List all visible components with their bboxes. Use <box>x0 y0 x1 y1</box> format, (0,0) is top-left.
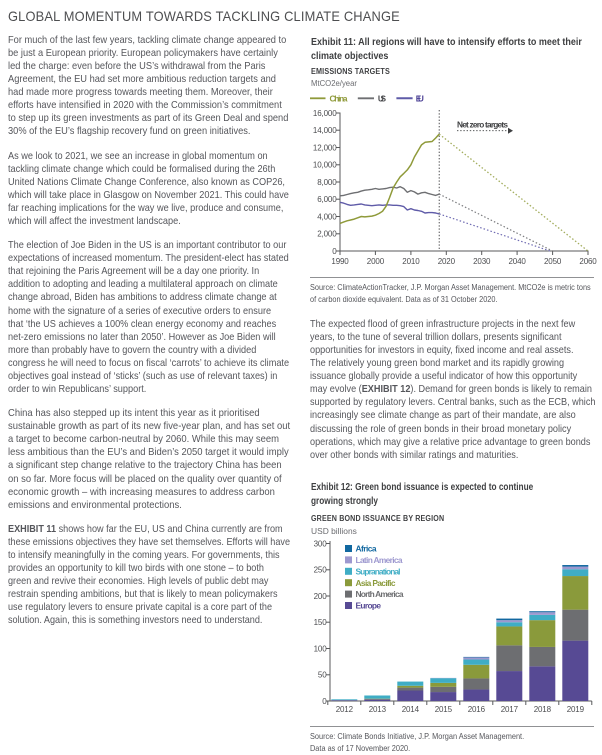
svg-text:300: 300 <box>314 539 328 548</box>
svg-text:50: 50 <box>318 671 327 680</box>
svg-text:North America: North America <box>356 589 404 599</box>
svg-text:10,000: 10,000 <box>313 161 337 170</box>
svg-text:EU: EU <box>416 94 424 104</box>
svg-text:2040: 2040 <box>508 257 526 266</box>
svg-text:200: 200 <box>314 592 328 601</box>
svg-text:250: 250 <box>314 566 328 575</box>
svg-text:2014: 2014 <box>402 705 420 714</box>
svg-text:2016: 2016 <box>468 705 486 714</box>
svg-text:Asia Pacific: Asia Pacific <box>356 578 396 588</box>
svg-text:2,000: 2,000 <box>317 230 337 239</box>
svg-text:16,000: 16,000 <box>313 109 337 118</box>
svg-text:Europe: Europe <box>356 601 382 611</box>
svg-text:US: US <box>378 94 387 104</box>
svg-text:2012: 2012 <box>336 705 354 714</box>
svg-text:0: 0 <box>332 247 337 256</box>
svg-text:150: 150 <box>314 618 328 627</box>
svg-text:14,000: 14,000 <box>313 126 337 135</box>
svg-text:2010: 2010 <box>402 257 420 266</box>
svg-text:Africa: Africa <box>356 544 377 554</box>
svg-text:2020: 2020 <box>438 257 456 266</box>
svg-text:2013: 2013 <box>369 705 387 714</box>
svg-text:1990: 1990 <box>331 257 349 266</box>
svg-text:2050: 2050 <box>544 257 562 266</box>
svg-text:100: 100 <box>314 644 328 653</box>
svg-text:4,000: 4,000 <box>317 212 337 221</box>
svg-text:China: China <box>330 94 348 104</box>
svg-text:Latin America: Latin America <box>356 555 403 565</box>
svg-text:2019: 2019 <box>567 705 585 714</box>
svg-text:8,000: 8,000 <box>317 178 337 187</box>
svg-text:6,000: 6,000 <box>317 195 337 204</box>
svg-text:2017: 2017 <box>501 705 519 714</box>
svg-text:0: 0 <box>322 697 327 706</box>
svg-text:12,000: 12,000 <box>313 143 337 152</box>
svg-text:2000: 2000 <box>367 257 385 266</box>
svg-text:2030: 2030 <box>473 257 491 266</box>
svg-text:Supranational: Supranational <box>356 566 401 576</box>
svg-text:Net zero targets: Net zero targets <box>457 120 508 130</box>
svg-text:2015: 2015 <box>435 705 453 714</box>
svg-text:2018: 2018 <box>534 705 552 714</box>
svg-text:2060: 2060 <box>579 257 597 266</box>
